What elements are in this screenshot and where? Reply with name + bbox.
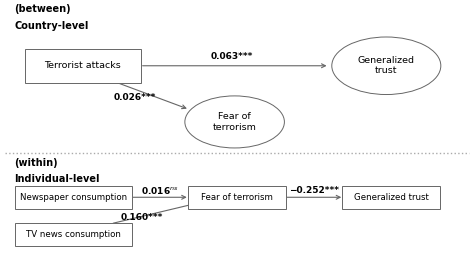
Text: 0.160***: 0.160*** <box>121 213 164 222</box>
Text: 0.063***: 0.063*** <box>211 52 254 61</box>
Text: TV news consumption: TV news consumption <box>26 230 121 239</box>
FancyBboxPatch shape <box>342 186 439 209</box>
Ellipse shape <box>332 37 441 95</box>
FancyBboxPatch shape <box>188 186 285 209</box>
Text: Fear of
terrorism: Fear of terrorism <box>213 112 256 132</box>
Text: Fear of terrorism: Fear of terrorism <box>201 193 273 202</box>
Text: (within): (within) <box>14 158 58 167</box>
FancyBboxPatch shape <box>16 186 132 209</box>
Text: Country-level: Country-level <box>14 21 89 30</box>
Text: 0.016$^{ns}$: 0.016$^{ns}$ <box>141 185 179 196</box>
Text: Newspaper consumption: Newspaper consumption <box>20 193 127 202</box>
Text: Generalized trust: Generalized trust <box>354 193 428 202</box>
Text: 0.026***: 0.026*** <box>114 93 156 102</box>
Text: Individual-level: Individual-level <box>14 174 100 184</box>
Text: (between): (between) <box>14 4 71 14</box>
Text: Generalized
trust: Generalized trust <box>358 56 415 75</box>
Ellipse shape <box>185 96 284 148</box>
FancyBboxPatch shape <box>25 49 141 83</box>
Text: −0.252***: −0.252*** <box>289 186 339 195</box>
Text: Terrorist attacks: Terrorist attacks <box>45 61 121 70</box>
FancyBboxPatch shape <box>16 222 132 246</box>
